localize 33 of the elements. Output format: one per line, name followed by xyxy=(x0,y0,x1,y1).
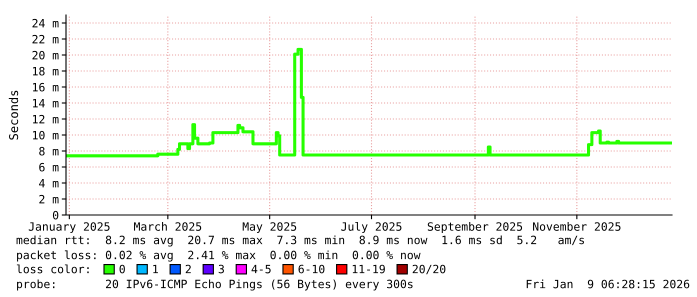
y-axis-title: Seconds xyxy=(8,90,18,140)
legend-label: 4-5 xyxy=(252,264,271,274)
legend-label: 11-19 xyxy=(352,264,385,274)
text: median rtt: 8.2 ms avg 20.7 ms max 7.3 ms min 8.9 ms now 1.6 ms sd 5.2 am/s xyxy=(16,235,584,247)
y-tick-label: 16 m xyxy=(33,82,59,92)
y-tick-label: 22 m xyxy=(32,34,59,44)
y-tick-label: 2 m xyxy=(39,194,59,204)
y-tick-label: 0 xyxy=(52,210,58,220)
legend-label: 0 xyxy=(120,264,125,274)
text: packet loss: 0.02 % avg 2.41 % max 0.00 % min 0.00 % now xyxy=(17,250,421,262)
y-tick-label: 8 m xyxy=(39,146,59,156)
legend-title: loss color: xyxy=(16,264,89,274)
x-tick-label: May 2025 xyxy=(242,222,296,234)
x-tick-label: March 2025 xyxy=(134,222,202,231)
x-tick-label: November 2025 xyxy=(533,222,620,231)
legend-label: 6-10 xyxy=(298,264,324,274)
y-tick-label: 6 m xyxy=(39,162,59,172)
y-tick-label: 20 m xyxy=(32,50,59,60)
x-tick-label: September 2025 xyxy=(428,222,522,234)
text: Fri Jan 9 06:28:15 2026 xyxy=(526,280,690,288)
legend-label: 20/20 xyxy=(412,264,446,274)
y-tick-label: 4 m xyxy=(39,179,59,188)
legend-label: 3 xyxy=(218,264,224,274)
y-tick-label: 10 m xyxy=(33,130,59,140)
legend-label: 2 xyxy=(186,264,191,274)
text: probe: 20 IPv6-ICMP Echo Pings (56 Bytes) every 300s xyxy=(17,279,413,291)
x-tick-label: July 2025 xyxy=(341,222,402,234)
x-tick-label: January 2025 xyxy=(28,222,110,234)
y-tick-label: 18 m xyxy=(33,66,59,76)
legend-label: 1 xyxy=(153,264,158,274)
y-tick-label: 24 m xyxy=(32,18,59,28)
y-tick-label: 14 m xyxy=(33,99,59,108)
y-tick-label: 12 m xyxy=(33,114,59,124)
